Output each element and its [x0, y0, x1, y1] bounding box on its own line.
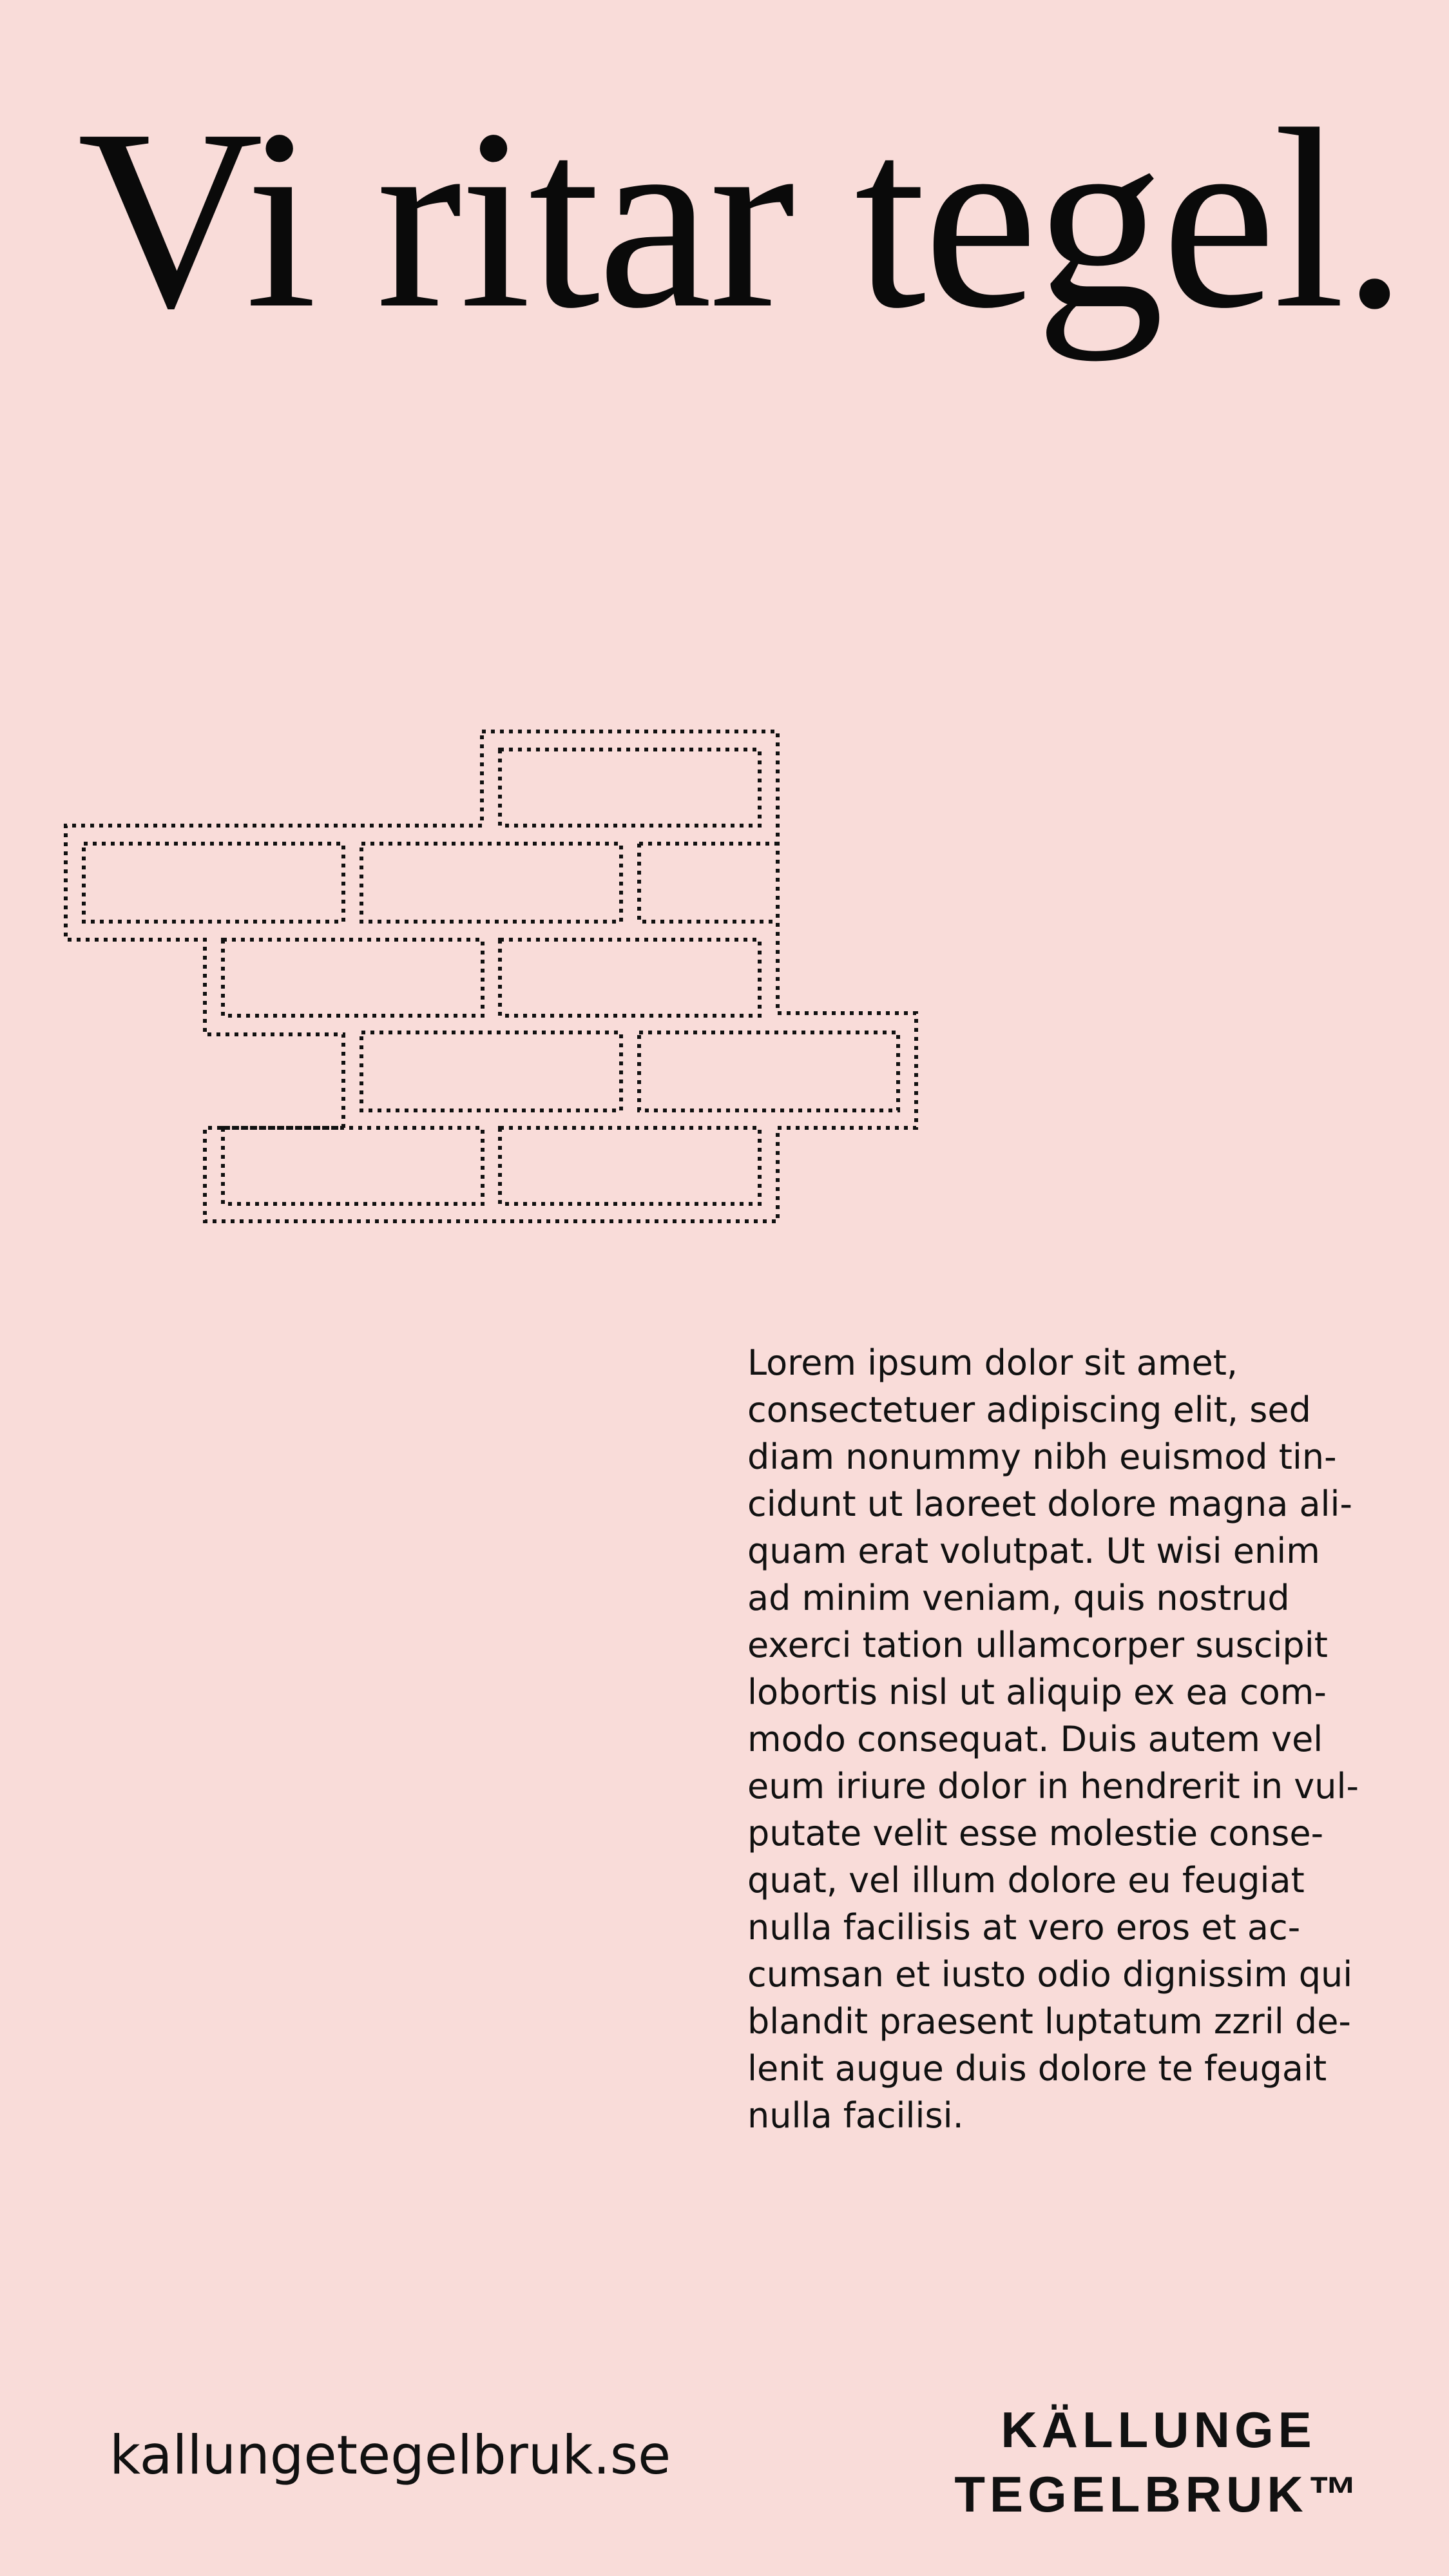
brick: [360, 1031, 623, 1112]
website-link[interactable]: kallungetegelbruk.se: [110, 2424, 671, 2486]
brick: [498, 1126, 762, 1206]
headline: Vi ritar tegel.: [77, 76, 1407, 362]
brick: [221, 1126, 485, 1206]
brick: [82, 842, 345, 924]
brand-line-1: KÄLLUNGE: [1001, 2401, 1316, 2458]
brick-edge: [637, 842, 778, 924]
body-text: Lorem ipsum dolor sit amet, consectetuer…: [747, 1342, 1359, 2136]
brick: [360, 842, 623, 924]
wall-outline: [64, 730, 918, 1223]
brick: [221, 938, 485, 1018]
brick: [637, 1031, 900, 1112]
brick: [498, 938, 762, 1018]
brand-logo: KÄLLUNGE TEGELBRUK™: [946, 2397, 1371, 2526]
brand-line-2: TEGELBRUK™: [954, 2466, 1363, 2523]
brick: [498, 748, 762, 828]
